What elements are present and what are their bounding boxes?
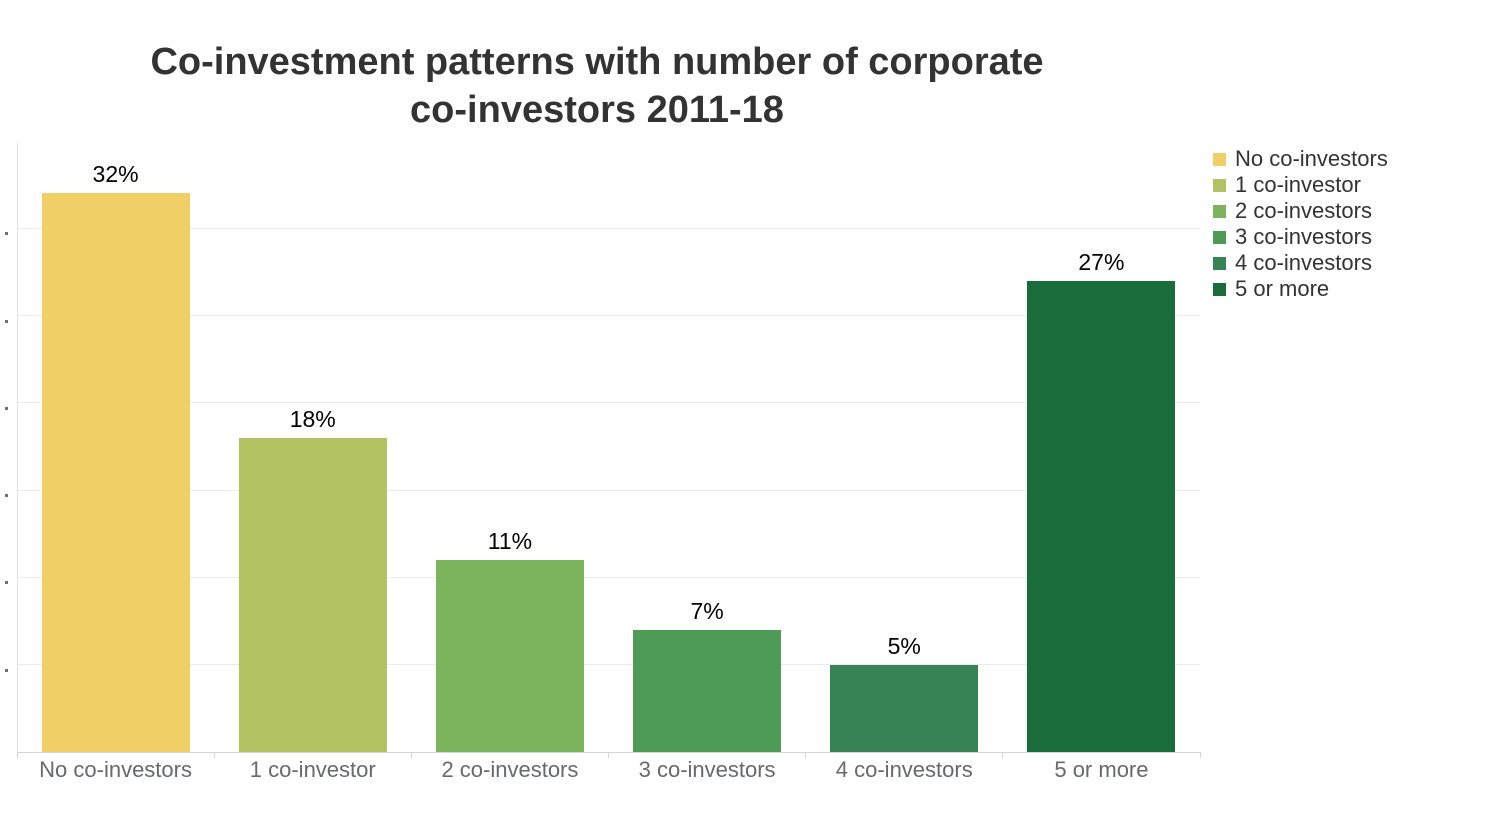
value-label-2-co-investors: 11% [487, 527, 533, 554]
value-label-5-or-more: 27% [1078, 248, 1125, 275]
gridline-10-pct [17, 576, 1200, 578]
legend-swatch-icon [1213, 152, 1226, 166]
legend-item-1-co-investor[interactable]: 1 co-investor [1213, 172, 1388, 198]
value-label-1-co-investor: 18% [289, 405, 336, 432]
x-axis-tick [608, 752, 609, 758]
x-axis-tick [16, 752, 18, 758]
x-axis-tick [805, 752, 807, 758]
gridline-25-pct [17, 315, 1200, 316]
category-label-1-co-investor: 1 co-investor [249, 757, 376, 782]
legend-item-label: 1 co-investor [1235, 172, 1361, 197]
y-axis-tick [5, 581, 8, 585]
bar-1-co-investor[interactable] [238, 437, 387, 752]
legend-swatch-icon [1213, 178, 1226, 192]
x-axis-tick [213, 752, 215, 758]
y-axis-tick [5, 668, 8, 672]
y-axis-tick [5, 319, 8, 323]
x-axis-tick [410, 752, 412, 758]
chart-title-line-1: Co-investment patterns with number of co… [150, 41, 1044, 83]
legend-item-label: No co-investors [1235, 146, 1388, 171]
legend-item-no-co-investors[interactable]: No co-investors [1213, 146, 1388, 172]
legend-item-label: 5 or more [1235, 276, 1330, 301]
value-label-no-co-investors: 32% [92, 161, 139, 188]
legend: No co-investors 1 co-investor 2 co-investo… [1213, 146, 1388, 302]
value-label-3-co-investors: 7% [690, 597, 724, 624]
bar-2-co-investors[interactable] [435, 559, 584, 752]
category-label-5-or-more: 5 or more [1054, 757, 1149, 782]
legend-item-label: 2 co-investors [1235, 198, 1372, 223]
legend-item-label: 4 co-investors [1235, 250, 1372, 275]
legend-swatch-icon [1213, 282, 1226, 296]
legend-item-4-co-investors[interactable]: 4 co-investors [1213, 250, 1388, 276]
y-axis-tick [5, 232, 8, 236]
x-axis-tick [1002, 752, 1004, 758]
category-label-2-co-investors: 2 co-investors [441, 757, 579, 782]
chart-title: Co-investment patterns with number of co… [0, 38, 1194, 134]
bar-4-co-investors[interactable] [830, 664, 979, 752]
legend-item-3-co-investors[interactable]: 3 co-investors [1213, 224, 1388, 250]
gridline-20-pct [17, 402, 1200, 404]
bar-3-co-investors[interactable] [633, 629, 782, 752]
gridline-15-pct [17, 489, 1200, 491]
legend-swatch-icon [1213, 230, 1226, 244]
value-label-4-co-investors: 5% [887, 632, 921, 659]
legend-swatch-icon [1213, 204, 1226, 218]
category-label-no-co-investors: No co-investors [39, 757, 192, 782]
legend-item-2-co-investors[interactable]: 2 co-investors [1213, 198, 1388, 224]
legend-swatch-icon [1213, 256, 1226, 270]
x-axis-tick [1199, 752, 1201, 758]
y-axis-tick [5, 494, 8, 498]
legend-item-label: 3 co-investors [1235, 224, 1372, 249]
y-axis-tick [5, 406, 8, 410]
category-label-4-co-investors: 4 co-investors [835, 757, 973, 782]
bar-5-or-more[interactable] [1027, 280, 1176, 752]
gridline-30-pct [17, 227, 1200, 229]
y-axis-line [17, 143, 18, 752]
category-label-3-co-investors: 3 co-investors [638, 757, 776, 782]
chart-title-line-2: co-investors 2011-18 [410, 89, 784, 131]
legend-item-5-or-more[interactable]: 5 or more [1213, 276, 1388, 302]
gridline-5-pct [17, 664, 1200, 666]
bar-no-co-investors[interactable] [41, 193, 190, 752]
